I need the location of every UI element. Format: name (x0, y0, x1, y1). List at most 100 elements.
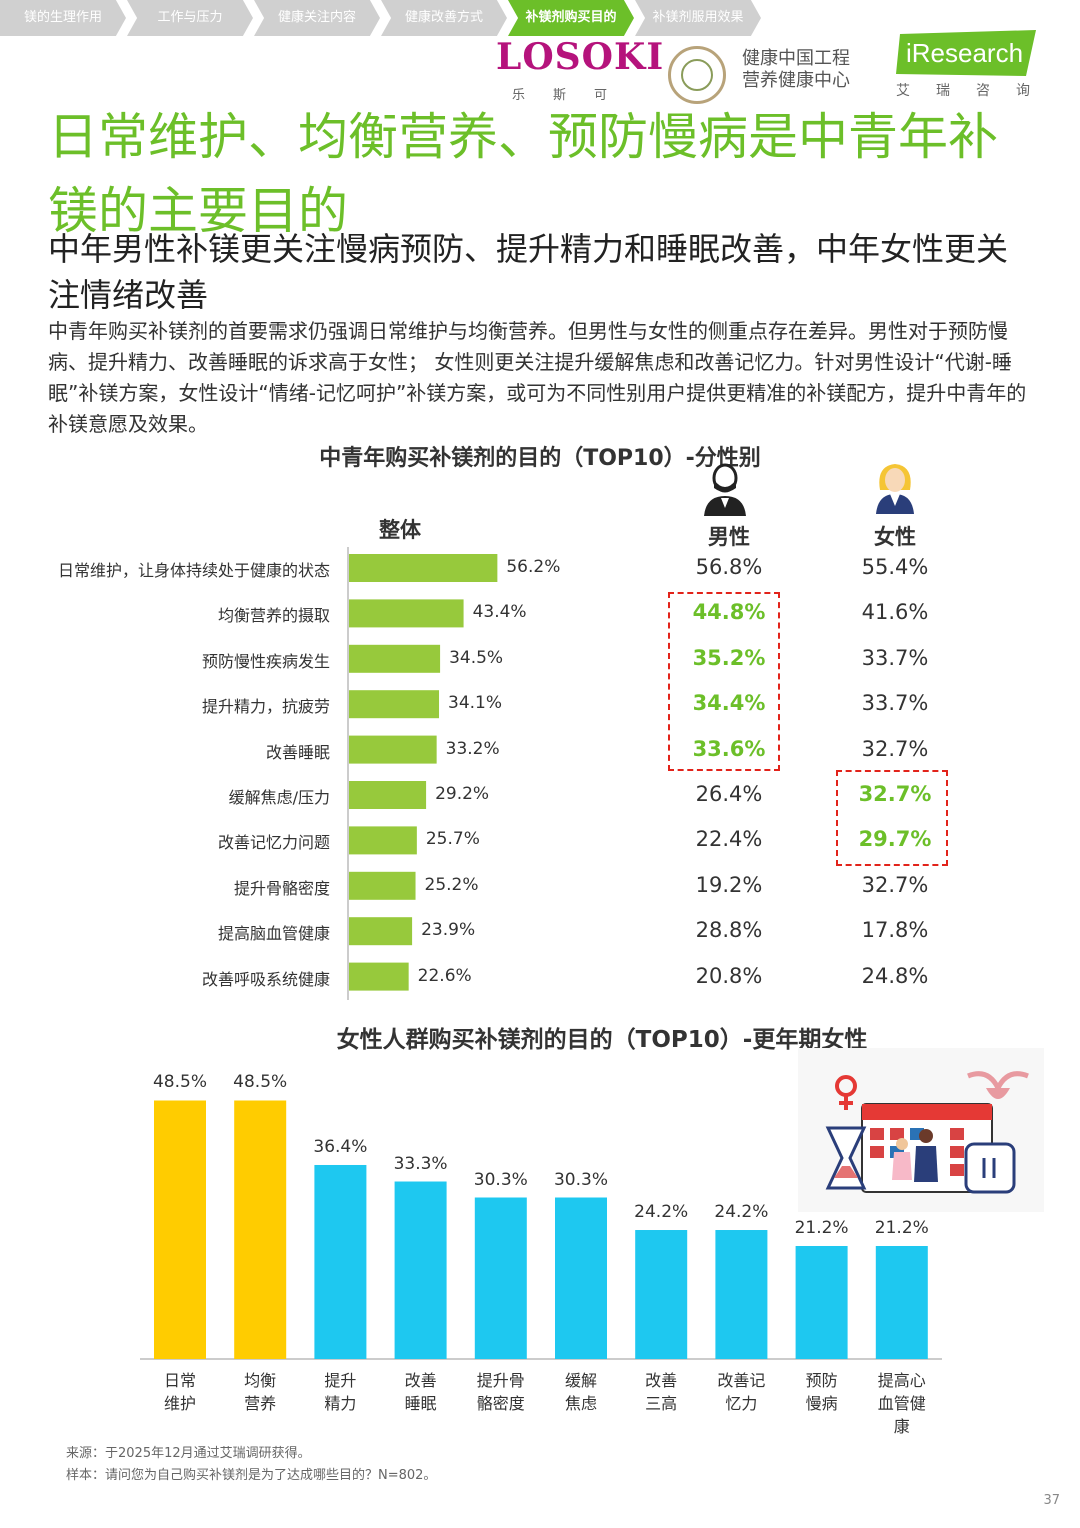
losoki-logo: LOSOKI (496, 36, 665, 78)
chart2-category-label: 改善记 忆力 (717, 1371, 766, 1413)
chart2-bar (555, 1197, 607, 1359)
chart2-value-label: 21.2% (794, 1218, 849, 1238)
chart1-overall-value: 43.4% (472, 602, 527, 623)
menopause-illustration-icon (798, 1048, 1044, 1212)
chart1-male-value: 44.8% (692, 600, 766, 625)
female-highlight-box (836, 770, 948, 866)
chart2-category-label: 改善 三高 (645, 1371, 678, 1413)
chart1-bars (347, 547, 498, 1000)
chart1-category-label: 均衡营养的摄取 (217, 606, 330, 626)
chart1-female-value: 32.7% (861, 736, 929, 761)
chart1-female-value: 17.8% (861, 918, 929, 943)
top-nav: 镁的生理作用 工作与压力 健康关注内容 健康改善方式 补镁剂购买目的 补镁剂服用效果 (0, 0, 820, 36)
male-avatar-icon (704, 463, 746, 516)
chart1-male-value: 28.8% (695, 918, 763, 943)
nav-tab-4[interactable]: 健康改善方式 (381, 0, 507, 36)
chart1-bar (349, 781, 427, 809)
chart1-female-value: 32.7% (858, 782, 932, 806)
chart1-category-label: 改善呼吸系统健康 (201, 969, 330, 989)
chart1-category-label: 预防慢性疾病发生 (201, 651, 330, 671)
nav-tab-2[interactable]: 工作与压力 (127, 0, 253, 36)
chart2-value-label: 48.5% (233, 1072, 288, 1093)
chart1-overall-value: 56.2% (506, 557, 561, 577)
chart2-category-label: 提升 精力 (324, 1371, 357, 1413)
chart2-bar (234, 1100, 287, 1359)
chart1-bar (349, 599, 464, 628)
chart1-bar (349, 735, 437, 764)
page-number: 37 (1043, 1493, 1060, 1508)
chart2-bar (314, 1164, 367, 1359)
summary-paragraph: 中青年购买补镁剂的首要需求仍强调日常维护与均衡营养。但男性与女性的侧重点存在差异… (48, 319, 1027, 436)
chart2-category-label: 均衡 营养 (244, 1371, 277, 1413)
nav-tab-5[interactable]: 补镁剂购买目的 (508, 0, 634, 36)
chart2-category-label: 缓解 焦虑 (564, 1371, 597, 1413)
chart1-female-value: 24.8% (861, 963, 929, 988)
chart1-male-value: 33.6% (692, 736, 766, 761)
chart1-bar (349, 554, 498, 582)
nav-tab-1[interactable]: 镁的生理作用 (0, 0, 126, 36)
chart1-male-value: 34.4% (692, 691, 766, 716)
sample-note: 样本：请问您为自己购买补镁剂是为了达成哪些目的？N=802。 (66, 1468, 437, 1483)
chart2-value-label: 24.2% (634, 1202, 689, 1222)
losoki-subtitle: 乐斯可 (512, 88, 636, 103)
chart1-female-value: 33.7% (861, 645, 929, 670)
chart1-category-label: 日常维护，让身体持续处于健康的状态 (57, 561, 330, 580)
chart1-bar (349, 871, 416, 900)
chart1-male-value: 20.8% (695, 963, 763, 988)
iresearch-logo: iResearch (896, 30, 1036, 76)
chart1-bar (349, 962, 409, 991)
iresearch-subtitle: 艾瑞咨询 (896, 83, 1056, 99)
chart2-category-label: 预防 慢病 (805, 1371, 838, 1413)
health-center-name: 健康中国工程 营养健康中心 (742, 48, 850, 92)
chart1-overall-value: 22.6% (417, 965, 472, 986)
chart1-female-value: 29.7% (858, 827, 932, 852)
chart1-female-value: 32.7% (861, 872, 929, 897)
chart2-bar (474, 1197, 527, 1359)
health-center-line2: 营养健康中心 (742, 70, 850, 91)
chart2-value-label: 24.2% (714, 1202, 769, 1222)
chart1-female-value: 41.6% (861, 600, 929, 625)
male-highlight-box (668, 592, 780, 771)
female-header: 女性 (874, 525, 916, 549)
chart1-male-value: 26.4% (695, 782, 763, 806)
nav-tab-3[interactable]: 健康关注内容 (254, 0, 380, 36)
chart1-overall-value: 29.2% (435, 784, 490, 804)
chart2-category-label: 改善 睡眠 (404, 1371, 437, 1413)
chart2-value-label: 30.3% (473, 1169, 528, 1190)
female-avatar-icon (876, 464, 914, 514)
chart1-male-value: 19.2% (695, 872, 763, 897)
chart2-bars (140, 1100, 942, 1360)
chart2-bar (394, 1181, 447, 1359)
chart1-male-value: 56.8% (695, 555, 763, 579)
chart1-overall-value: 33.2% (445, 738, 500, 759)
chart2-category-label: 提高心 血管健康 (877, 1371, 926, 1436)
chart1-male-value: 22.4% (695, 827, 763, 852)
chart1-overall-value: 34.1% (448, 693, 503, 714)
chart2-value-label: 33.3% (393, 1153, 448, 1174)
chart1-bar (349, 644, 441, 673)
nav-tab-6[interactable]: 补镁剂服用效果 (635, 0, 761, 36)
chart2-value-label: 36.4% (313, 1136, 368, 1157)
chart1-title: 中青年购买补镁剂的目的（TOP10）-分性别 (319, 446, 761, 471)
chart2-value-label: 30.3% (553, 1169, 608, 1190)
chart1-category-label: 改善睡眠 (265, 742, 330, 762)
chart2-category-label: 提升骨 骼密度 (476, 1371, 525, 1413)
page-title: 日常维护、均衡营养、预防慢病是中青年补镁的主要目的 (48, 108, 998, 240)
chart1-category-label: 提升骨骼密度 (233, 878, 330, 898)
male-header: 男性 (708, 525, 750, 549)
chart1-female-value: 55.4% (861, 555, 929, 579)
chart1-bar (349, 917, 413, 946)
chart2-value-label: 21.2% (874, 1218, 929, 1238)
chart2-value-label: 48.5% (152, 1072, 207, 1093)
iresearch-logo-text: iResearch (906, 38, 1023, 68)
chart1-female-value: 33.7% (861, 691, 929, 716)
chart1-male-value: 35.2% (692, 645, 766, 670)
chart2-bar (715, 1230, 768, 1359)
chart2-bar (635, 1230, 688, 1359)
chart1-bar (349, 826, 417, 855)
chart2-category-label: 日常 维护 (163, 1371, 196, 1413)
chart1-overall-value: 34.5% (449, 647, 504, 668)
chart1-overall-value: 25.2% (424, 874, 479, 895)
chart2-bar (875, 1246, 928, 1359)
page-subtitle: 中年男性补镁更关注慢病预防、提升精力和睡眠改善，中年女性更关注情绪改善 (48, 230, 1009, 314)
